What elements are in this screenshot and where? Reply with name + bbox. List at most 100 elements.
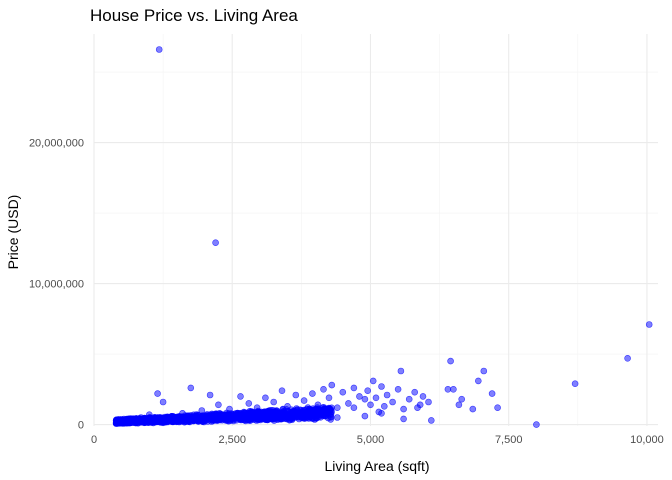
data-point — [314, 401, 322, 409]
x-tick-label: 7,500 — [495, 434, 523, 446]
data-point — [112, 417, 120, 424]
data-point — [262, 394, 269, 402]
data-point — [154, 390, 161, 397]
data-point — [480, 367, 488, 375]
data-point — [350, 404, 358, 412]
data-point — [148, 417, 155, 425]
data-point — [223, 411, 230, 419]
data-point — [234, 412, 241, 420]
data-point — [361, 395, 369, 403]
x-tick-label: 0 — [91, 434, 97, 446]
data-point — [209, 411, 216, 419]
data-point — [328, 404, 335, 412]
data-point — [444, 385, 452, 393]
data-point — [400, 415, 407, 423]
data-point — [253, 404, 261, 412]
data-point — [488, 390, 496, 397]
data-point — [458, 395, 466, 403]
data-point — [378, 409, 385, 417]
data-point — [277, 412, 285, 420]
data-point — [283, 413, 291, 421]
grid — [93, 34, 658, 426]
data-point — [301, 414, 308, 421]
data-point — [339, 388, 347, 396]
data-point — [289, 411, 297, 419]
data-point — [278, 387, 286, 395]
data-point — [427, 417, 435, 424]
data-point — [367, 401, 374, 409]
data-point — [306, 408, 313, 416]
data-point — [190, 415, 197, 423]
data-point — [247, 414, 255, 422]
data-point — [494, 404, 501, 412]
data-point — [356, 393, 363, 400]
data-point — [284, 402, 291, 410]
data-point — [571, 380, 579, 388]
data-point — [162, 418, 170, 426]
data-point — [400, 405, 407, 413]
x-tick-label: 5,000 — [357, 434, 385, 446]
data-point — [327, 416, 335, 423]
data-point — [137, 414, 145, 421]
data-point — [179, 409, 186, 417]
x-tick-label: 10,000 — [630, 434, 664, 446]
data-point — [270, 398, 278, 406]
y-tick-labels: 0 10,000,000 20,000,000 — [29, 138, 84, 432]
data-point — [247, 408, 255, 415]
data-point — [533, 421, 540, 428]
data-point — [333, 404, 341, 412]
data-point — [121, 417, 128, 425]
data-point — [129, 415, 136, 423]
y-tick-label: 20,000,000 — [29, 138, 84, 150]
data-point — [198, 407, 206, 414]
data-point — [315, 406, 323, 414]
data-point — [215, 401, 222, 409]
data-point — [447, 357, 454, 365]
x-tick-labels: 0 2,500 5,000 7,500 10,000 — [91, 434, 664, 446]
chart-title: House Price vs. Living Area — [90, 6, 298, 25]
data-point — [309, 390, 316, 397]
data-point — [273, 407, 280, 414]
data-point — [455, 401, 463, 409]
data-point — [300, 397, 308, 404]
data-point — [226, 417, 234, 425]
data-point — [380, 402, 388, 410]
y-tick-label: 10,000,000 — [29, 279, 84, 291]
x-axis-title: Living Area (sqft) — [324, 458, 429, 474]
data-point — [212, 239, 219, 246]
y-tick-label: 0 — [78, 420, 84, 432]
data-point — [419, 393, 427, 400]
data-point — [328, 381, 336, 389]
data-point — [245, 400, 253, 407]
data-point — [369, 377, 377, 385]
data-point — [383, 391, 391, 399]
data-point — [378, 383, 385, 390]
data-point — [159, 398, 167, 406]
data-point — [173, 417, 181, 424]
data-point — [264, 416, 271, 424]
data-points — [112, 46, 653, 428]
data-point — [350, 384, 358, 392]
data-point — [389, 398, 396, 406]
data-point — [469, 405, 477, 413]
data-point — [414, 404, 421, 412]
data-point — [645, 321, 653, 328]
data-point — [364, 387, 372, 395]
x-tick-label: 2,500 — [218, 434, 246, 446]
data-point — [405, 395, 413, 403]
data-point — [450, 385, 457, 393]
data-point — [237, 393, 244, 400]
data-point — [155, 46, 163, 53]
data-point — [206, 391, 214, 399]
data-point — [397, 367, 405, 375]
data-point — [240, 412, 247, 420]
data-point — [372, 394, 380, 402]
data-point — [167, 414, 175, 421]
data-point — [320, 385, 327, 393]
data-point — [425, 398, 432, 406]
data-point — [624, 354, 631, 362]
y-axis-title: Price (USD) — [5, 195, 21, 270]
data-point — [333, 414, 341, 421]
data-point — [217, 415, 225, 422]
